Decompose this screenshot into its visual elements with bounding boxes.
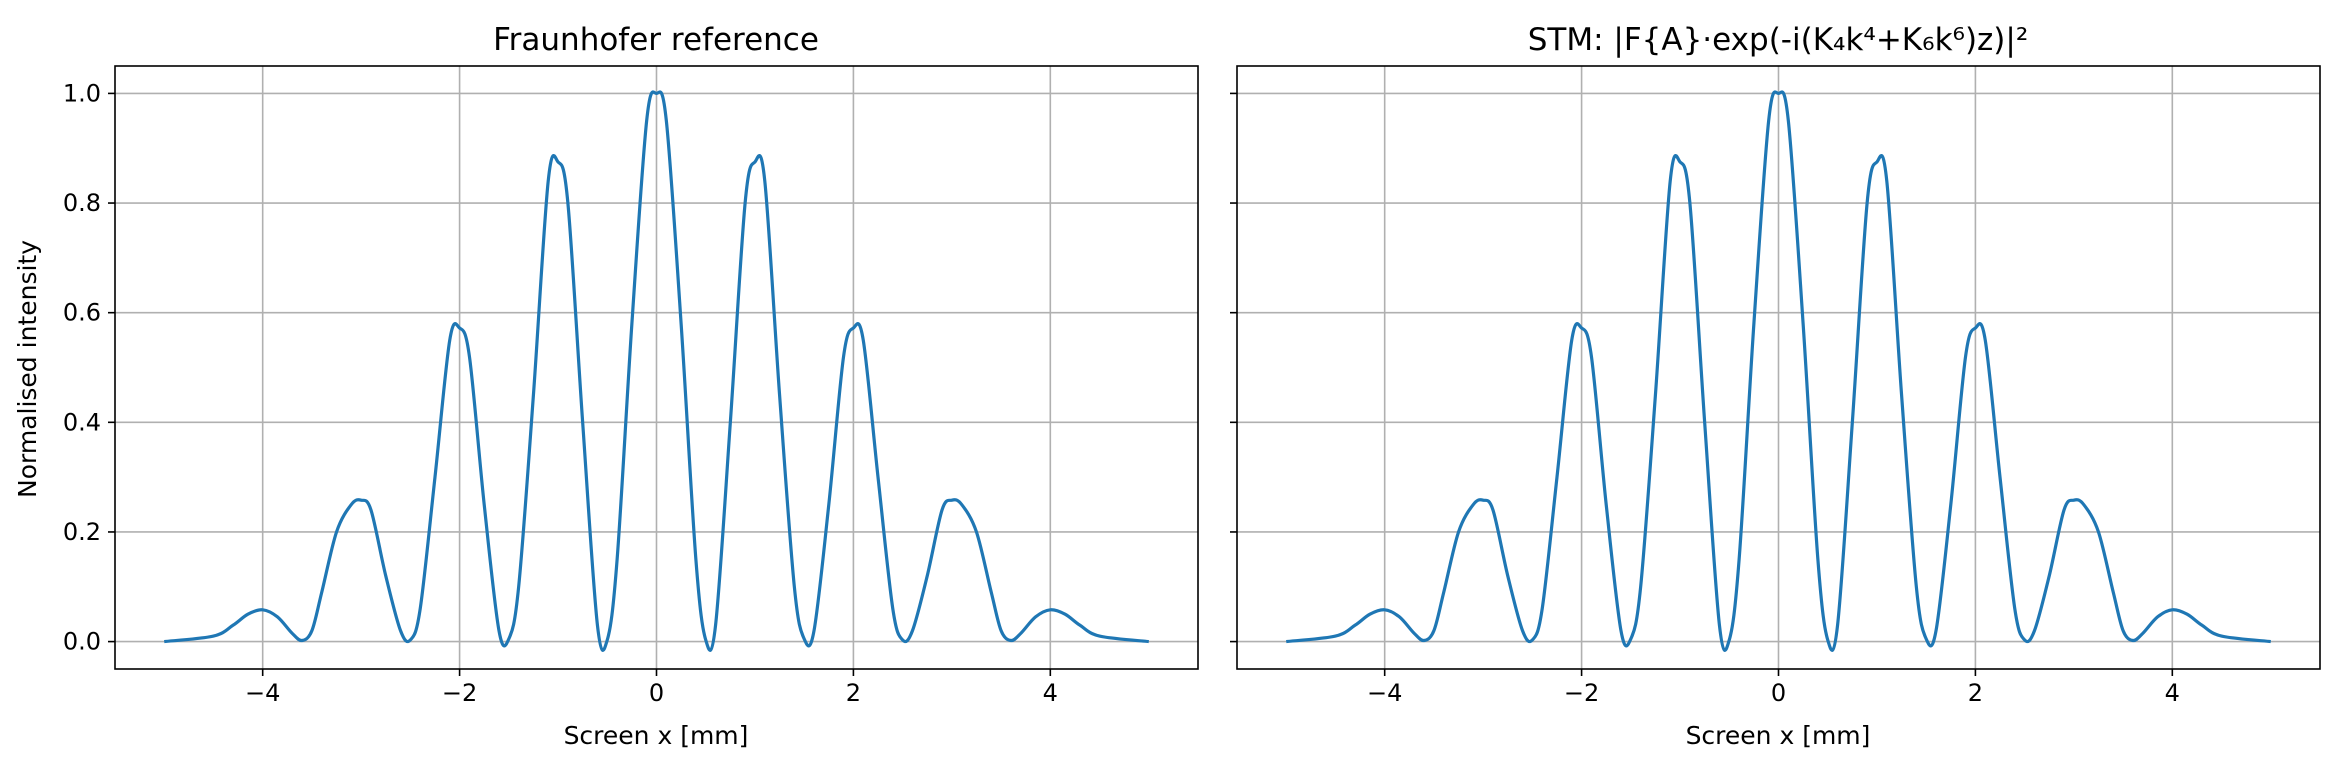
- x-tick-label: 2: [846, 679, 861, 707]
- ticks: −4 −2 0 2 4: [1230, 92, 2180, 707]
- y-tick-label: 0.6: [63, 299, 101, 327]
- y-axis-label: Normalised intensity: [13, 240, 42, 498]
- y-tick-label: 0.2: [63, 518, 101, 546]
- x-tick-label: 2: [1968, 679, 1983, 707]
- x-tick-label: −2: [442, 679, 477, 707]
- y-tick-label: 0.8: [63, 189, 101, 217]
- right-panel: STM: |F{A}·exp(-i(K₄k⁴+K₆k⁶)z)|² Screen …: [1230, 22, 2321, 750]
- x-tick-label: −4: [245, 679, 280, 707]
- ticks: −4 −2 0 2 4 0.0 0.2 0.4 0.6 0.8 1.0: [63, 79, 1058, 707]
- x-tick-label: 0: [1771, 679, 1786, 707]
- grid-lines: [1237, 66, 2320, 669]
- y-tick-label: 0.4: [63, 408, 101, 436]
- x-tick-label: −2: [1564, 679, 1599, 707]
- plot-frame: [114, 65, 1199, 670]
- y-tick-label: 1.0: [63, 79, 101, 107]
- x-tick-label: 4: [1043, 679, 1058, 707]
- grid-lines: [115, 66, 1198, 669]
- intensity-line: [164, 90, 1149, 652]
- x-axis-label: Screen x [mm]: [564, 721, 749, 750]
- x-tick-label: 0: [649, 679, 664, 707]
- x-axis-label: Screen x [mm]: [1686, 721, 1871, 750]
- left-panel: Fraunhofer reference Screen x [mm] Norma…: [13, 22, 1199, 750]
- y-tick-label: 0.0: [63, 628, 101, 656]
- chart-title: Fraunhofer reference: [493, 22, 819, 58]
- x-tick-label: −4: [1367, 679, 1402, 707]
- chart-title: STM: |F{A}·exp(-i(K₄k⁴+K₆k⁶)z)|²: [1528, 22, 2029, 58]
- x-tick-label: 4: [2165, 679, 2180, 707]
- intensity-line: [1286, 90, 2271, 652]
- plot-frame: [1236, 65, 2321, 670]
